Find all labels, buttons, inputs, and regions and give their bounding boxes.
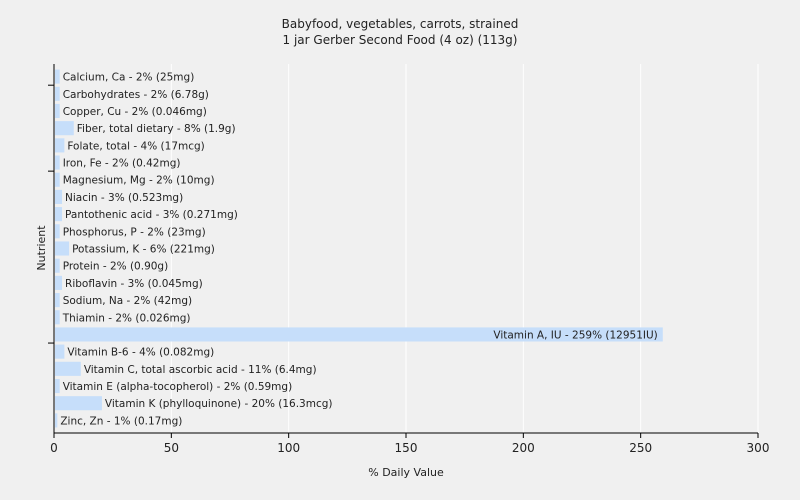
bar: [55, 258, 60, 273]
bar: [55, 275, 63, 290]
bar: [55, 138, 65, 153]
bar-label: Vitamin K (phylloquinone) - 20% (16.3mcg…: [105, 398, 333, 410]
bar-label: Potassium, K - 6% (221mg): [72, 244, 215, 256]
bar: [55, 241, 70, 256]
chart-subtitle: 1 jar Gerber Second Food (4 oz) (113g): [282, 33, 518, 47]
bar: [55, 396, 102, 411]
bar: [55, 103, 60, 119]
x-tick-label: 50: [164, 441, 179, 455]
bar: [55, 378, 60, 394]
bar-label: Thiamin - 2% (0.026mg): [62, 312, 191, 324]
bar-label: Calcium, Ca - 2% (25mg): [63, 72, 195, 84]
bar: [55, 86, 60, 101]
bar: [55, 344, 65, 359]
x-tick-label: 300: [747, 441, 770, 455]
bar: [55, 293, 60, 308]
bar-label: Carbohydrates - 2% (6.78g): [63, 89, 209, 101]
bar-label: Vitamin E (alpha-tocopherol) - 2% (0.59m…: [63, 381, 293, 393]
bar: [55, 327, 663, 342]
x-axis-title: % Daily Value: [368, 466, 444, 479]
bar: [55, 155, 60, 170]
bar-label: Vitamin A, IU - 259% (12951IU): [493, 329, 657, 341]
chart-title-block: Babyfood, vegetables, carrots, strained …: [0, 16, 800, 48]
axes: 0 50 100 150 200 250 300: [48, 64, 769, 455]
bar-label: Protein - 2% (0.90g): [63, 261, 169, 273]
x-tick-label: 150: [395, 441, 418, 455]
bars: Calcium, Ca - 2% (25mg) Carbohydrates - 2…: [55, 69, 663, 428]
bar: [55, 172, 60, 187]
bar: [55, 207, 63, 222]
bar-label: Niacin - 3% (0.523mg): [65, 192, 183, 204]
x-tick-label: 200: [512, 441, 535, 455]
grid-lines: [170, 64, 759, 433]
bar-label: Vitamin C, total ascorbic acid - 11% (6.…: [84, 364, 317, 376]
bar-label: Vitamin B-6 - 4% (0.082mg): [67, 347, 214, 359]
bar: [55, 224, 60, 239]
bar: [55, 310, 60, 325]
bar-label: Pantothenic acid - 3% (0.271mg): [65, 209, 238, 221]
x-tick-label: 100: [277, 441, 300, 455]
bar: [55, 361, 81, 376]
bar: [55, 121, 74, 136]
bar-label: Sodium, Na - 2% (42mg): [63, 295, 192, 307]
bar-label: Riboflavin - 3% (0.045mg): [65, 278, 203, 290]
x-tick-label: 250: [629, 441, 652, 455]
bar-label: Fiber, total dietary - 8% (1.9g): [77, 123, 236, 135]
x-tick-label: 0: [50, 441, 58, 455]
bar-label: Phosphorus, P - 2% (23mg): [63, 226, 206, 238]
bar-label: Copper, Cu - 2% (0.046mg): [63, 106, 207, 118]
bar: [55, 413, 58, 428]
y-axis-title: Nutrient: [35, 225, 48, 271]
bar: [55, 189, 63, 204]
bar-label: Zinc, Zn - 1% (0.17mg): [60, 415, 182, 427]
bar-label: Iron, Fe - 2% (0.42mg): [63, 158, 181, 170]
bar-label: Folate, total - 4% (17mcg): [67, 140, 204, 152]
bar-label: Magnesium, Mg - 2% (10mg): [63, 175, 215, 187]
bar: [55, 69, 60, 84]
chart-title: Babyfood, vegetables, carrots, strained: [281, 17, 519, 31]
